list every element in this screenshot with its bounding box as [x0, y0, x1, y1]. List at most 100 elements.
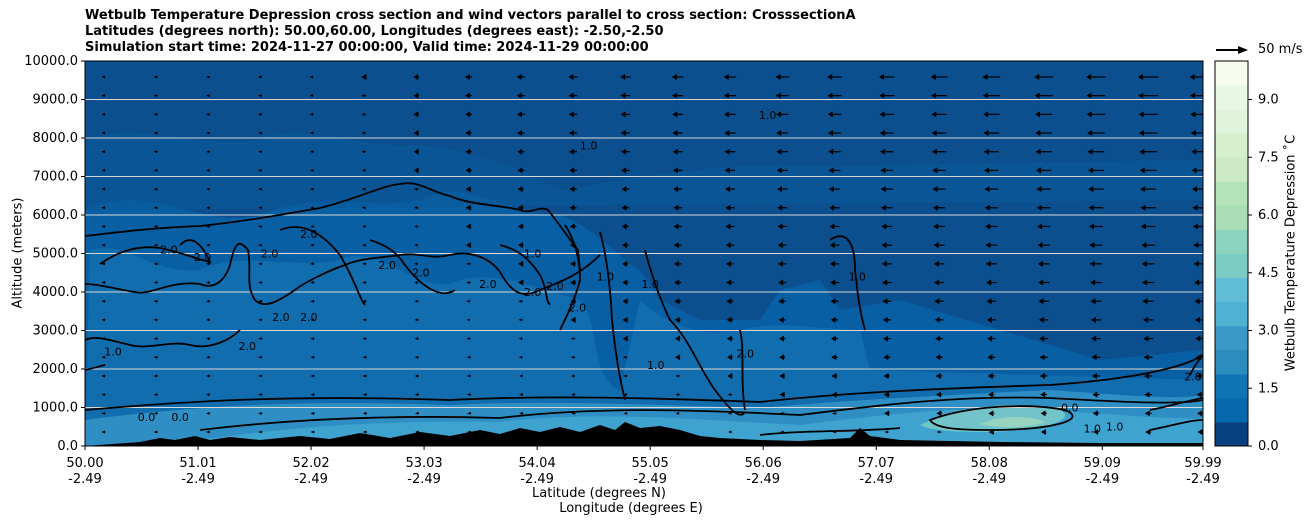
wind-vector — [205, 224, 210, 228]
wind-vector — [309, 75, 314, 79]
wind-vector — [724, 148, 736, 155]
wind-vector — [1089, 260, 1103, 267]
wind-vector — [309, 187, 314, 191]
wind-vector — [1037, 223, 1051, 230]
wind-vector — [1088, 186, 1104, 193]
wind-vector — [936, 410, 942, 417]
wind-vector — [569, 204, 577, 211]
wind-vector — [568, 92, 578, 99]
wind-vector — [828, 186, 841, 193]
wind-vector — [569, 148, 578, 155]
wind-vector — [153, 94, 158, 98]
vector-key-label: 50 m/s — [1258, 42, 1303, 57]
wind-vector — [1092, 410, 1100, 417]
contour-labels: 1.0 2.0 2.0 2.0 2.0 2.0 2.0 2.0 2.0 2.0 2.0 1.0 2.0 2… — [104, 109, 1201, 436]
wind-vector — [1037, 242, 1050, 249]
wind-vector — [466, 281, 471, 285]
wind-vector — [1139, 148, 1158, 155]
wind-vector — [931, 92, 948, 99]
wind-vector — [982, 74, 1001, 80]
wind-vector — [1142, 279, 1155, 286]
wind-vector — [362, 430, 367, 434]
wind-vector — [1038, 279, 1050, 286]
colorbar-swatch — [1215, 181, 1248, 206]
y-tick-label: 0.0 — [57, 439, 78, 454]
wind-vector — [622, 335, 628, 342]
contour-label: 2.0 — [1184, 371, 1202, 384]
contour-label: 1.0 — [1083, 423, 1101, 436]
wind-vector — [986, 298, 997, 305]
colorbar-swatch — [1215, 157, 1248, 182]
x-tick-label-lon: -2.49 — [294, 472, 328, 487]
wind-vector — [258, 337, 263, 341]
wind-vector — [932, 204, 946, 211]
wind-vector — [727, 411, 733, 415]
wind-vector — [205, 243, 210, 247]
wind-vector — [673, 242, 682, 249]
wind-vector — [620, 92, 631, 99]
wind-vector — [569, 186, 577, 193]
wind-vector — [257, 150, 262, 154]
wind-vector — [518, 299, 524, 303]
wind-vector — [516, 92, 525, 99]
wind-vector — [931, 111, 947, 118]
wind-vector — [984, 204, 998, 211]
wind-vector — [362, 393, 367, 397]
wind-vector — [414, 374, 419, 378]
wind-vector — [724, 111, 736, 118]
wind-vector — [414, 281, 419, 285]
wind-vector — [934, 298, 944, 305]
wind-vector — [879, 111, 895, 118]
contour-label: 1.0 — [580, 140, 598, 153]
wind-vector — [881, 223, 893, 230]
wind-vector — [725, 260, 734, 267]
wind-vector — [1034, 111, 1053, 118]
wind-vector — [620, 111, 631, 118]
wind-vector — [153, 224, 158, 228]
contour-label: 1.0 — [524, 247, 542, 260]
wind-vector — [205, 411, 210, 415]
wind-vector — [1034, 92, 1053, 99]
y-axis-label: Altitude (meters) — [10, 197, 26, 309]
contour-label: 1.0 — [647, 359, 665, 372]
wind-vector — [101, 224, 106, 228]
wind-vector — [362, 299, 367, 303]
wind-vector — [622, 316, 629, 323]
wind-vector — [362, 262, 367, 266]
colorbar-swatch — [1215, 109, 1248, 134]
wind-vector — [414, 318, 419, 322]
wind-vector — [1086, 111, 1106, 118]
wind-vector — [831, 372, 838, 379]
wind-vector — [933, 223, 945, 230]
wind-vector — [830, 298, 839, 305]
wind-vector — [882, 279, 892, 286]
wind-vector — [723, 92, 736, 99]
wind-vector — [205, 75, 210, 79]
colorbar-swatch — [1215, 373, 1248, 399]
wind-vector — [465, 204, 472, 211]
wind-vector — [779, 411, 785, 415]
wind-vector — [986, 316, 996, 323]
colorbar-swatch — [1215, 325, 1248, 351]
wind-vector — [1086, 74, 1106, 80]
wind-vector — [309, 168, 314, 172]
wind-vector — [101, 75, 106, 79]
wind-vector — [935, 335, 944, 342]
wind-vector — [882, 298, 892, 305]
wind-vector — [465, 242, 472, 249]
wind-vector — [988, 410, 995, 417]
wind-vector — [258, 262, 263, 266]
wind-vector — [724, 167, 736, 174]
wind-vector — [414, 393, 419, 397]
wind-vector — [880, 204, 893, 211]
wind-vector — [621, 242, 629, 249]
wind-vector — [673, 260, 682, 267]
wind-vector — [466, 262, 471, 266]
wind-vector — [310, 430, 315, 434]
wind-vector — [258, 430, 263, 434]
wind-vector — [153, 374, 158, 378]
wind-vector — [830, 335, 839, 342]
wind-vector — [724, 130, 736, 137]
wind-vector — [1040, 429, 1047, 435]
wind-vector — [413, 206, 419, 210]
